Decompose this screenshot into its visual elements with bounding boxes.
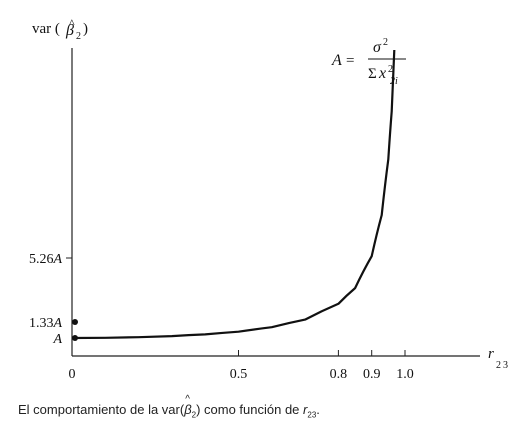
caption-r: r [303, 402, 308, 417]
svg-text:2: 2 [76, 31, 81, 42]
y-tick-group: A1.33A 5.26A [29, 252, 72, 347]
x-tick-label: 0.8 [330, 367, 348, 382]
x-tick-label: 0.9 [363, 367, 381, 382]
svg-text:=: = [346, 53, 354, 69]
y-marker-dot [72, 335, 78, 341]
svg-text:2: 2 [383, 37, 388, 48]
svg-text:σ: σ [373, 39, 382, 56]
variance-curve-line [71, 49, 396, 340]
caption-suffix: . [316, 402, 320, 417]
x-tick-label: 1.0 [396, 367, 414, 382]
x-tick-group: 0 0.5 0.8 0.9 1.0 [69, 350, 414, 382]
y-axis-label: var ( β ^ 2 ) [32, 16, 88, 42]
svg-text:23: 23 [496, 360, 510, 371]
caption-middle: ) como función de [196, 402, 304, 417]
svg-text:var (: var ( [32, 21, 60, 37]
x-tick-label: 0.5 [230, 367, 248, 382]
svg-text:): ) [83, 21, 88, 37]
caption-beta-sub: 2 [191, 410, 197, 420]
svg-text:β: β [65, 22, 74, 39]
svg-text:r: r [488, 346, 494, 362]
svg-text:x: x [378, 65, 386, 82]
x-tick-label: 0 [69, 367, 76, 382]
y-tick-label: 5.26A [29, 252, 63, 267]
svg-text:2: 2 [388, 64, 393, 75]
caption-r-sub: 23 [307, 410, 317, 420]
svg-text:Σ: Σ [368, 66, 377, 82]
svg-text:A: A [331, 52, 342, 69]
svg-text:^: ^ [69, 16, 75, 30]
y-marker-dot [72, 319, 78, 325]
y-tick-label: 1.33A [29, 316, 63, 331]
variance-dots [72, 319, 78, 341]
x-axis-label: r 23 [488, 346, 510, 371]
caption-prefix: El comportamiento de la var( [18, 402, 185, 417]
y-tick-label: A [52, 332, 62, 347]
caption-beta: β [184, 394, 191, 417]
figure-caption: El comportamiento de la var(β2) como fun… [18, 394, 320, 420]
